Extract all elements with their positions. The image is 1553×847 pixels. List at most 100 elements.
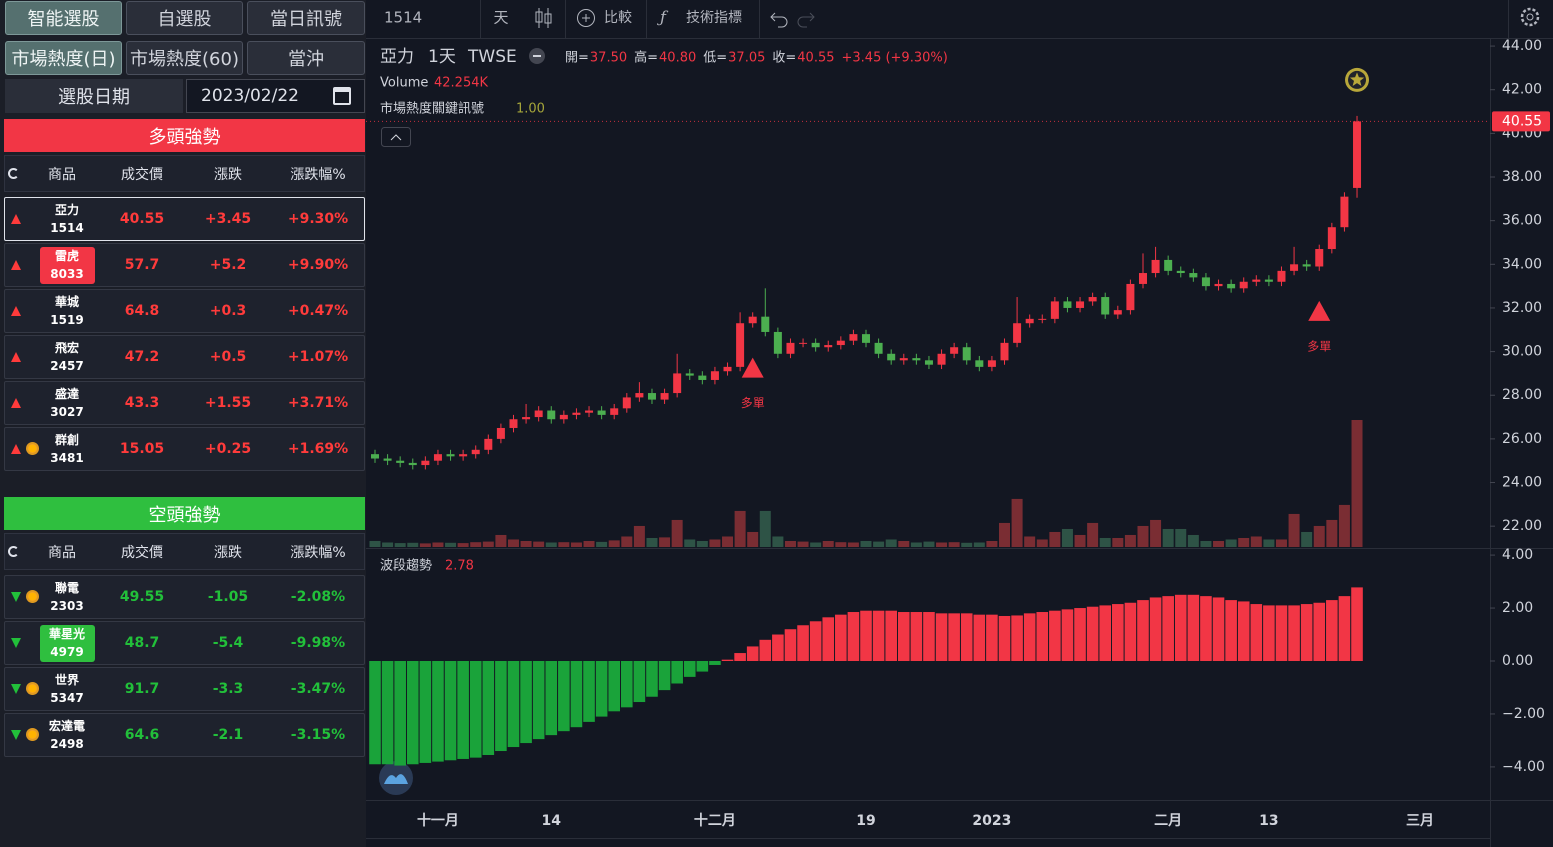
oscillator-bar bbox=[406, 660, 419, 765]
candle-body bbox=[1214, 283, 1223, 287]
oscillator-bar bbox=[1049, 610, 1061, 661]
symbol-input[interactable]: 1514 bbox=[384, 9, 422, 27]
stock-row[interactable] bbox=[4, 713, 365, 757]
candle-body bbox=[987, 360, 996, 367]
x-tick-label: 二月 bbox=[1154, 813, 1182, 829]
oscillator-bar bbox=[923, 612, 935, 661]
candle-body bbox=[1076, 301, 1085, 308]
legend-exchange: TWSE bbox=[467, 47, 517, 67]
volume-bar bbox=[382, 542, 394, 547]
volume-bar bbox=[545, 542, 557, 547]
table-header: 多頭強勢 bbox=[4, 119, 365, 152]
volume-bar bbox=[633, 525, 645, 547]
volume-bar bbox=[570, 542, 582, 547]
stock-code: 2457 bbox=[50, 359, 84, 373]
column-header[interactable]: 漲跌 bbox=[214, 166, 242, 183]
candle-body bbox=[1000, 342, 1009, 361]
candle-body bbox=[723, 366, 732, 372]
volume-bar bbox=[973, 542, 985, 547]
signal-marker bbox=[1308, 300, 1331, 321]
tab-button[interactable]: 智能選股 bbox=[5, 1, 122, 35]
tab-button[interactable]: 當日訊號 bbox=[247, 1, 365, 35]
stock-change: -5.4 bbox=[212, 635, 244, 651]
compare-button[interactable]: 比較 bbox=[604, 10, 632, 26]
candle-body bbox=[660, 393, 669, 400]
sun-icon bbox=[26, 728, 39, 741]
refresh-icon[interactable] bbox=[8, 546, 19, 557]
refresh-icon[interactable] bbox=[8, 168, 19, 179]
tab-button[interactable]: 自選股 bbox=[126, 1, 243, 35]
oscillator-bar bbox=[1124, 602, 1137, 661]
settings-button[interactable] bbox=[1520, 7, 1540, 27]
volume-bar bbox=[810, 542, 822, 547]
stock-price: 43.3 bbox=[124, 395, 160, 411]
redo-button[interactable] bbox=[797, 12, 815, 28]
stock-code: 8033 bbox=[50, 267, 84, 281]
volume-value: 42.254K bbox=[434, 76, 488, 91]
oscillator-bar bbox=[558, 660, 570, 732]
candle-body bbox=[547, 410, 556, 420]
oscillator-bar bbox=[1326, 600, 1338, 661]
oscillator-bar bbox=[1263, 605, 1275, 661]
stock-row[interactable] bbox=[4, 667, 365, 711]
tab-button[interactable]: 市場熱度(日) bbox=[5, 41, 122, 75]
column-header[interactable]: 漲跌 bbox=[214, 544, 242, 561]
volume-bar bbox=[847, 542, 859, 547]
stock-name: 世界 bbox=[54, 672, 79, 687]
stock-row[interactable] bbox=[4, 197, 365, 241]
volume-bar bbox=[596, 541, 608, 547]
oscillator-bar bbox=[608, 660, 621, 712]
column-header[interactable]: 漲跌幅% bbox=[290, 544, 346, 561]
candle-body bbox=[924, 360, 933, 365]
tab-button[interactable]: 市場熱度(60) bbox=[126, 41, 243, 75]
chart-type-button[interactable] bbox=[535, 8, 552, 28]
oscillator-bar bbox=[759, 639, 772, 661]
down-arrow bbox=[11, 592, 21, 602]
stock-row[interactable] bbox=[4, 427, 365, 471]
oscillator-bar bbox=[1250, 604, 1263, 661]
calendar-icon[interactable] bbox=[333, 87, 351, 105]
stock-pct: -2.08% bbox=[290, 589, 346, 605]
candle-body bbox=[748, 316, 757, 324]
compare-icon[interactable] bbox=[577, 9, 595, 27]
column-header[interactable]: 成交價 bbox=[121, 166, 163, 183]
legend-toggle[interactable] bbox=[529, 48, 545, 64]
volume-bar bbox=[394, 543, 406, 547]
candle-body bbox=[1113, 310, 1122, 315]
stock-row[interactable] bbox=[4, 381, 365, 425]
column-header[interactable]: 商品 bbox=[48, 166, 76, 183]
candle-body bbox=[673, 373, 682, 394]
oscillator-bar bbox=[1212, 597, 1225, 661]
oscillator-bar bbox=[872, 610, 885, 661]
oscillator-bar bbox=[1099, 605, 1112, 661]
y-tick-label: 34.00 bbox=[1502, 256, 1542, 272]
oscillator-bar bbox=[709, 660, 721, 665]
column-header[interactable]: 商品 bbox=[48, 544, 76, 561]
stock-change: -2.1 bbox=[212, 727, 244, 743]
collapse-button[interactable] bbox=[381, 127, 411, 147]
tab-button[interactable]: 當沖 bbox=[247, 41, 365, 75]
stock-price: 49.55 bbox=[119, 589, 165, 605]
oscillator-bar bbox=[1300, 604, 1313, 661]
date-input[interactable]: 2023/02/22 bbox=[186, 79, 365, 113]
undo-button[interactable] bbox=[770, 12, 788, 28]
date-label: 選股日期 bbox=[5, 79, 183, 113]
volume-bar bbox=[608, 540, 620, 547]
stock-name: 聯電 bbox=[54, 580, 79, 595]
oscillator-name: 波段趨勢 bbox=[380, 559, 432, 574]
stock-row[interactable] bbox=[4, 575, 365, 619]
candle-body bbox=[1038, 318, 1047, 320]
volume-bar bbox=[495, 534, 507, 547]
volume-bar bbox=[482, 541, 494, 547]
stock-pct: +0.47% bbox=[287, 303, 349, 319]
stock-price: 48.7 bbox=[124, 635, 160, 651]
indicators-button[interactable]: 技術指標 bbox=[686, 10, 742, 26]
oscillator-bar bbox=[532, 660, 545, 740]
candle-body bbox=[710, 371, 719, 380]
stock-row[interactable] bbox=[4, 335, 365, 379]
column-header[interactable]: 成交價 bbox=[121, 544, 163, 561]
interval-button[interactable]: 天 bbox=[493, 9, 508, 27]
stock-row[interactable] bbox=[4, 289, 365, 333]
column-header[interactable]: 漲跌幅% bbox=[290, 166, 346, 183]
